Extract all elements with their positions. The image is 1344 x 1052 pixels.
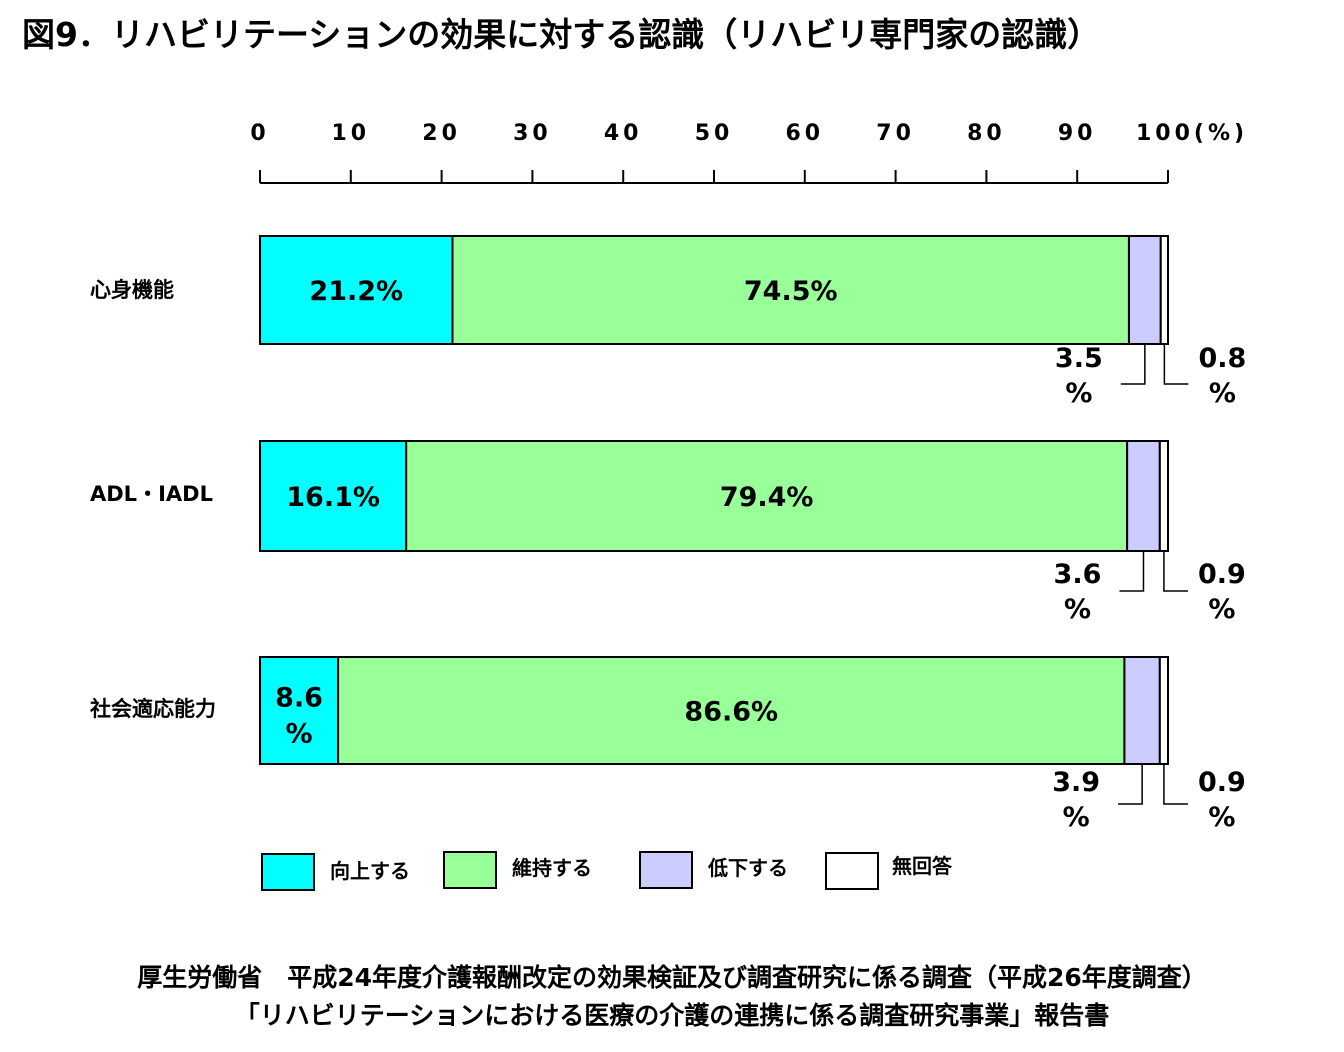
data-label: 79.4% xyxy=(720,482,814,513)
data-label: 8.6 xyxy=(275,683,323,714)
data-label: 3.5 xyxy=(1055,343,1103,374)
callout-line xyxy=(1163,764,1188,805)
legend-swatch xyxy=(261,853,315,891)
callout-line xyxy=(1119,551,1145,592)
data-label: 74.5% xyxy=(744,276,838,307)
bar-segment xyxy=(1159,235,1169,345)
legend-swatch xyxy=(639,851,693,889)
bar-segment xyxy=(259,440,408,552)
data-label: 0.9 xyxy=(1198,559,1246,590)
legend-label: 維持する xyxy=(512,856,592,880)
x-tick-label: 50 xyxy=(695,121,734,146)
footer-source-line1: 厚生労働省 平成24年度介護報酬改定の効果検証及び調査研究に係る調査（平成26年… xyxy=(137,963,1207,992)
bar-segment xyxy=(1123,656,1161,765)
bar-segment xyxy=(1158,440,1170,552)
category-label: ADL・IADL xyxy=(90,482,213,506)
data-label-percent: % xyxy=(286,719,313,750)
data-label-percent: % xyxy=(1208,594,1235,625)
legend-swatch xyxy=(825,852,879,890)
data-label-percent: % xyxy=(1063,802,1090,833)
x-tick-label: 80 xyxy=(967,121,1006,146)
x-tick-label: 90 xyxy=(1058,121,1097,146)
bar-segment xyxy=(259,656,340,765)
data-label: 3.6 xyxy=(1054,559,1102,590)
data-label-percent: % xyxy=(1064,594,1091,625)
x-tick-label: 20 xyxy=(422,121,461,146)
data-label: 0.8 xyxy=(1198,343,1246,374)
callout-line xyxy=(1163,551,1188,592)
bar-segment xyxy=(1126,440,1161,552)
category-label: 心身機能 xyxy=(90,278,174,302)
data-label-percent: % xyxy=(1209,378,1236,409)
x-tick-label: 70 xyxy=(876,121,915,146)
data-label: 86.6% xyxy=(684,697,778,728)
data-label: 3.9 xyxy=(1052,767,1100,798)
bar-segment xyxy=(1158,656,1170,765)
data-label: 21.2% xyxy=(309,276,403,307)
data-label: 16.1% xyxy=(286,482,380,513)
callout-line xyxy=(1163,344,1189,385)
x-tick-label: 10 xyxy=(331,121,370,146)
footer-source-line2: 「リハビリテーションにおける医療の介護の連携に係る調査研究事業」報告書 xyxy=(234,1001,1110,1030)
legend-label: 無回答 xyxy=(892,854,953,878)
data-label-percent: % xyxy=(1065,378,1092,409)
bar-segment xyxy=(1127,235,1162,345)
callout-line xyxy=(1118,764,1143,805)
legend-label: 低下する xyxy=(707,856,788,880)
x-tick-label: 40 xyxy=(604,121,643,146)
data-label-percent: % xyxy=(1208,802,1235,833)
stacked-bar-chart: 0 10 20 30 40 50 60 70 80 90 100(%) 心身機能 21.2% 74.5% 3… xyxy=(89,121,1248,891)
x-tick-label: 30 xyxy=(513,121,552,146)
bar-segment xyxy=(337,656,1126,765)
x-tick-label: 100(%) xyxy=(1136,121,1248,146)
category-label: 社会適応能力 xyxy=(89,697,216,721)
bar-segment xyxy=(405,440,1129,552)
x-tick-label: 0 xyxy=(250,121,269,146)
bar-segment xyxy=(259,235,454,345)
chart-title: 図9．リハビリテーションの効果に対する認識（リハビリ専門家の認識） xyxy=(22,15,1101,54)
data-label: 0.9 xyxy=(1198,767,1246,798)
legend-swatch xyxy=(443,851,497,889)
callout-line xyxy=(1120,344,1146,385)
x-tick-label: 60 xyxy=(785,121,824,146)
legend-label: 向上する xyxy=(330,859,410,883)
